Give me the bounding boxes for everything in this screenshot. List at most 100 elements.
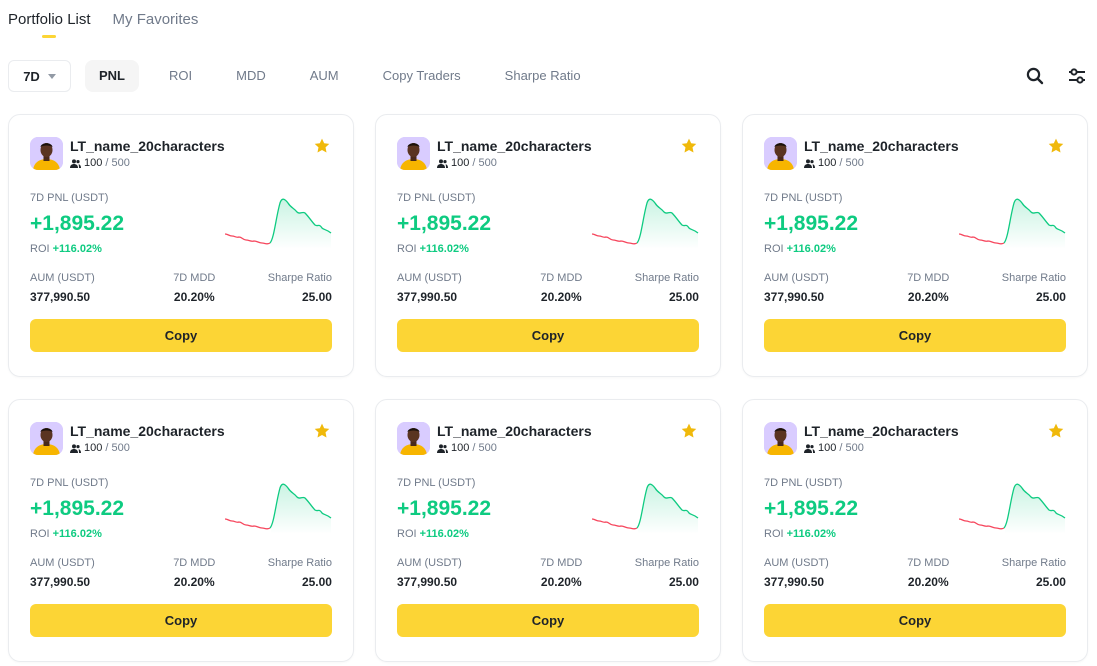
star-icon[interactable] (1047, 137, 1065, 155)
trader-name[interactable]: LT_name_20characters (437, 423, 592, 439)
tab-my-favorites[interactable]: My Favorites (112, 11, 199, 28)
sort-tab-roi[interactable]: ROI (169, 68, 193, 83)
metric-sharpe: Sharpe Ratio 25.00 (268, 271, 332, 305)
star-icon[interactable] (1047, 422, 1065, 440)
avatar[interactable] (30, 422, 63, 455)
users-icon (804, 443, 815, 453)
copiers-count: 100 / 500 (804, 157, 959, 169)
roi-value: +116.02% (786, 243, 836, 255)
search-icon[interactable] (1025, 66, 1045, 86)
copiers-current: 100 (818, 157, 837, 169)
star-icon[interactable] (313, 137, 331, 155)
pnl-label: 7D PNL (USDT) (764, 477, 843, 489)
aum-label: AUM (USDT) (764, 557, 829, 569)
pnl-label: 7D PNL (USDT) (397, 192, 476, 204)
copy-button[interactable]: Copy (397, 319, 699, 352)
trader-card: LT_name_20characters 100 / 500 7D PNL (U… (742, 399, 1088, 662)
card-header: LT_name_20characters 100 / 500 (764, 422, 1066, 462)
users-icon (70, 443, 81, 453)
aum-label: AUM (USDT) (397, 557, 462, 569)
pnl-value: +1,895.22 (764, 212, 859, 235)
sharpe-value: 25.00 (301, 290, 332, 304)
copiers-count: 100 / 500 (70, 157, 225, 169)
sort-tab-pnl[interactable]: PNL (85, 60, 139, 92)
roi-value: +116.02% (419, 243, 469, 255)
sort-tab-copy-traders[interactable]: Copy Traders (382, 68, 461, 83)
pnl-value: +1,895.22 (397, 212, 492, 235)
metric-sharpe: Sharpe Ratio 25.00 (1002, 271, 1066, 305)
sharpe-value: 25.00 (1035, 575, 1066, 589)
card-metrics: AUM (USDT) 377,990.50 7D MDD 20.20% Shar… (764, 271, 1066, 305)
trader-name[interactable]: LT_name_20characters (804, 138, 959, 154)
copy-button[interactable]: Copy (30, 319, 332, 352)
sharpe-label: Sharpe Ratio (634, 272, 699, 284)
avatar[interactable] (30, 137, 63, 170)
tab-portfolio-list[interactable]: Portfolio List (8, 0, 91, 40)
star-icon[interactable] (680, 137, 698, 155)
copiers-current: 100 (451, 442, 470, 454)
pnl-label: 7D PNL (USDT) (764, 192, 843, 204)
avatar[interactable] (764, 422, 797, 455)
metric-sharpe: Sharpe Ratio 25.00 (635, 556, 699, 590)
pnl-value: +1,895.22 (30, 497, 125, 520)
trader-card: LT_name_20characters 100 / 500 7D PNL (U… (8, 114, 354, 377)
card-metrics: AUM (USDT) 377,990.50 7D MDD 20.20% Shar… (397, 556, 699, 590)
copiers-max: / 500 (472, 157, 497, 169)
trader-name[interactable]: LT_name_20characters (804, 423, 959, 439)
sort-tab-sharpe-ratio[interactable]: Sharpe Ratio (504, 68, 581, 83)
roi-label: ROI (30, 528, 50, 540)
roi-value: +116.02% (419, 528, 469, 540)
copiers-max: / 500 (839, 442, 864, 454)
aum-value: 377,990.50 (397, 575, 458, 589)
trader-name[interactable]: LT_name_20characters (437, 138, 592, 154)
trader-name[interactable]: LT_name_20characters (70, 423, 225, 439)
copy-button[interactable]: Copy (764, 319, 1066, 352)
roi: ROI +116.02% (397, 526, 699, 542)
period-dropdown[interactable]: 7D (8, 60, 71, 92)
roi-value: +116.02% (52, 243, 102, 255)
toolbar-icons (1025, 66, 1089, 86)
roi-label: ROI (764, 528, 784, 540)
copiers-max: / 500 (105, 442, 130, 454)
trader-card: LT_name_20characters 100 / 500 7D PNL (U… (375, 399, 721, 662)
pnl-label: 7D PNL (USDT) (30, 477, 109, 489)
sort-tab-mdd[interactable]: MDD (236, 68, 266, 83)
pnl-sparkline (591, 198, 699, 249)
card-metrics: AUM (USDT) 377,990.50 7D MDD 20.20% Shar… (30, 556, 332, 590)
copiers-count: 100 / 500 (437, 442, 592, 454)
star-icon[interactable] (313, 422, 331, 440)
pnl-sparkline (958, 198, 1066, 249)
metric-sharpe: Sharpe Ratio 25.00 (635, 271, 699, 305)
mdd-value: 20.20% (907, 290, 949, 304)
avatar[interactable] (397, 422, 430, 455)
card-header: LT_name_20characters 100 / 500 (30, 137, 332, 177)
avatar[interactable] (397, 137, 430, 170)
metric-mdd: 7D MDD 20.20% (540, 556, 582, 590)
copy-button[interactable]: Copy (764, 604, 1066, 637)
sharpe-value: 25.00 (668, 575, 699, 589)
sharpe-label: Sharpe Ratio (634, 557, 699, 569)
copy-button[interactable]: Copy (30, 604, 332, 637)
copiers-max: / 500 (105, 157, 130, 169)
metric-aum: AUM (USDT) 377,990.50 (764, 556, 829, 590)
star-icon[interactable] (680, 422, 698, 440)
copiers-count: 100 / 500 (804, 442, 959, 454)
filter-bar: 7D PNL ROI MDD AUM Copy Traders Sharpe R… (8, 60, 1089, 92)
metric-sharpe: Sharpe Ratio 25.00 (268, 556, 332, 590)
metric-aum: AUM (USDT) 377,990.50 (30, 556, 95, 590)
trader-card: LT_name_20characters 100 / 500 7D PNL (U… (8, 399, 354, 662)
mdd-label: 7D MDD (907, 272, 950, 284)
users-icon (804, 158, 815, 168)
copy-button[interactable]: Copy (397, 604, 699, 637)
aum-value: 377,990.50 (764, 290, 825, 304)
sliders-icon[interactable] (1067, 66, 1087, 86)
avatar[interactable] (764, 137, 797, 170)
roi-label: ROI (764, 243, 784, 255)
sort-tab-aum[interactable]: AUM (309, 68, 339, 83)
trader-name[interactable]: LT_name_20characters (70, 138, 225, 154)
card-metrics: AUM (USDT) 377,990.50 7D MDD 20.20% Shar… (764, 556, 1066, 590)
aum-label: AUM (USDT) (30, 557, 95, 569)
aum-label: AUM (USDT) (397, 272, 462, 284)
aum-value: 377,990.50 (764, 575, 825, 589)
copiers-current: 100 (84, 157, 103, 169)
